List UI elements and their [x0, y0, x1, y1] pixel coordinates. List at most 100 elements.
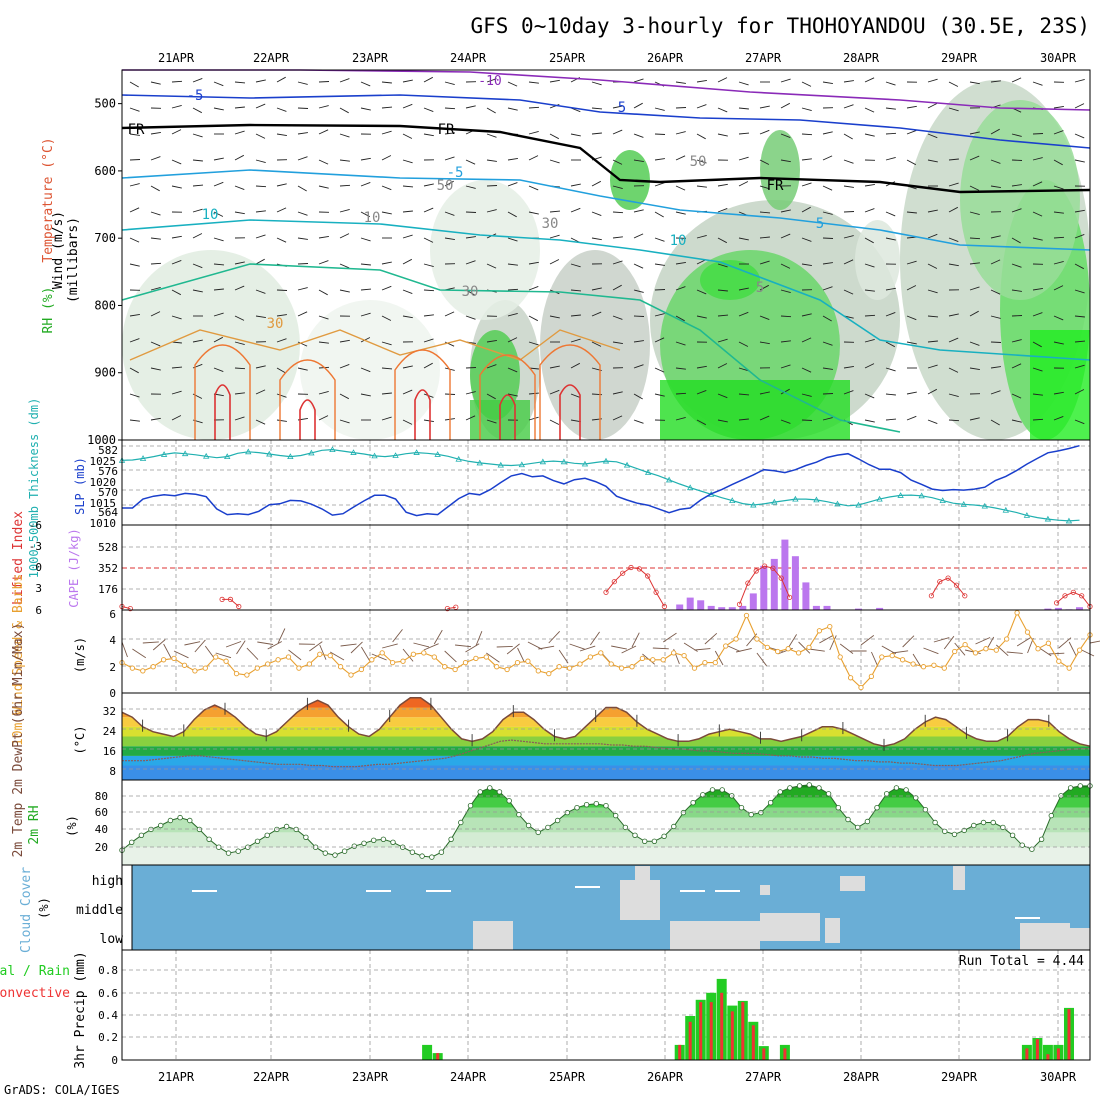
- temp-band: [122, 707, 1090, 718]
- wind-barb: [402, 389, 413, 395]
- wind-barb: [496, 645, 513, 648]
- thickness-slp-panel: 582 576 570 564 1025 1020 1015 1010 1000-500mb T…: [27, 398, 1091, 578]
- wind-speed-marker: [1056, 658, 1062, 664]
- wind-barb: [948, 263, 959, 267]
- wind-barb: [121, 641, 128, 658]
- wind-barb: [234, 315, 245, 321]
- wind-speed-marker: [389, 659, 396, 666]
- cape-bar: [739, 605, 747, 610]
- wind-barb: [318, 105, 329, 109]
- wind-barb: [675, 81, 686, 84]
- wind-barb: [150, 131, 161, 135]
- wind-barb: [1053, 415, 1064, 421]
- wind-barb: [885, 156, 896, 161]
- wind-barb: [360, 81, 371, 87]
- wind-barb: [236, 640, 246, 655]
- wind-speed-marker: [462, 659, 469, 666]
- lifted-index-line: [930, 577, 966, 597]
- wind-barb: [255, 79, 266, 83]
- cape-bar: [1044, 608, 1052, 610]
- wind-barb: [714, 650, 724, 666]
- slp-line: [122, 444, 1080, 517]
- axis-title-rh: RH (%): [41, 287, 56, 334]
- wind-barb: [822, 185, 833, 191]
- wind-barb: [631, 632, 640, 648]
- wind-barb: [549, 389, 560, 395]
- wind-barb: [696, 419, 707, 426]
- wind-barb: [717, 393, 728, 399]
- wind-barb: [694, 648, 711, 651]
- temperature-contour: [121, 94, 1091, 149]
- y-tick-label: 8: [109, 765, 116, 778]
- y-tick-label: 900: [94, 366, 116, 380]
- thickness-marker: [960, 500, 967, 507]
- wind-barb: [318, 341, 329, 344]
- y-tick-label-left: 564: [98, 506, 118, 519]
- wind-barb: [1074, 289, 1085, 294]
- wind-barb: [927, 133, 938, 139]
- wind-barb: [864, 263, 875, 268]
- wind-barb: [549, 210, 561, 213]
- cloud-fill: [825, 918, 840, 943]
- wind-barb: [948, 337, 959, 343]
- wind-barb: [864, 338, 875, 343]
- contour-label: 10: [670, 233, 687, 249]
- wind-barb: [465, 159, 476, 165]
- rh-marker: [583, 802, 590, 808]
- wind-barb: [801, 158, 812, 161]
- wind-barb: [633, 133, 644, 138]
- wind-barb: [455, 644, 472, 648]
- wind-barb: [423, 419, 434, 423]
- thickness-marker: [287, 453, 294, 460]
- wind-speed-marker: [327, 652, 333, 659]
- rh-marker: [922, 807, 929, 813]
- cloud-fill: [366, 890, 391, 892]
- wind-barb: [822, 286, 833, 291]
- wind-barb: [675, 155, 686, 161]
- wind-barb: [738, 132, 750, 135]
- wind-barb: [486, 107, 496, 114]
- wind-barb: [381, 130, 392, 135]
- wind-barb: [843, 159, 854, 164]
- wind-barb: [1011, 419, 1022, 423]
- lifted-index-marker: [653, 589, 659, 595]
- wind-barb: [570, 338, 581, 343]
- wind-barb: [591, 180, 602, 187]
- wind-barb: [507, 81, 518, 87]
- rh-marker: [138, 832, 145, 838]
- temperature-contour-warm: [194, 344, 251, 440]
- top-date-axis: 21APR 22APR 23APR 24APR 25APR 26APR 27APR 28APR…: [158, 51, 1077, 65]
- wind-barb: [318, 260, 329, 265]
- wind-barb: [591, 287, 602, 291]
- wind-barb: [215, 652, 232, 659]
- wind-barb: [129, 183, 140, 187]
- wind-barb: [675, 185, 686, 191]
- lifted-index-line: [447, 606, 456, 610]
- wind-speed-marker: [1035, 646, 1041, 652]
- rh-marker: [932, 819, 938, 826]
- wind-barb: [234, 341, 245, 346]
- wind-barb: [696, 389, 707, 395]
- rh-marker: [448, 836, 454, 842]
- bottom-date-axis: 21APR 22APR 23APR 24APR 25APR 26APR 27APR 28APR…: [158, 1070, 1077, 1084]
- wind-speed-marker: [233, 670, 240, 677]
- wind-barb: [1053, 315, 1064, 321]
- wind-barb: [948, 206, 959, 213]
- rh-marker: [951, 831, 958, 838]
- axis-title-wind10m: 10m Wind Speed & Barbs: [11, 574, 26, 746]
- temp-band: [122, 717, 1090, 727]
- wind-speed-marker: [910, 661, 916, 667]
- cloud-fill: [760, 885, 770, 895]
- wind-barb: [759, 211, 771, 214]
- wind-barb: [906, 391, 917, 395]
- rh-marker: [196, 826, 203, 833]
- wind-barb: [381, 285, 392, 291]
- rh-marker: [322, 850, 328, 856]
- wind-barb: [340, 643, 357, 647]
- wind-barb: [507, 393, 518, 397]
- cloud-fill: [575, 886, 600, 888]
- wind-barb: [171, 259, 182, 265]
- wind-barb: [612, 129, 623, 135]
- wind-barb: [822, 155, 833, 161]
- wind-barb: [486, 393, 496, 400]
